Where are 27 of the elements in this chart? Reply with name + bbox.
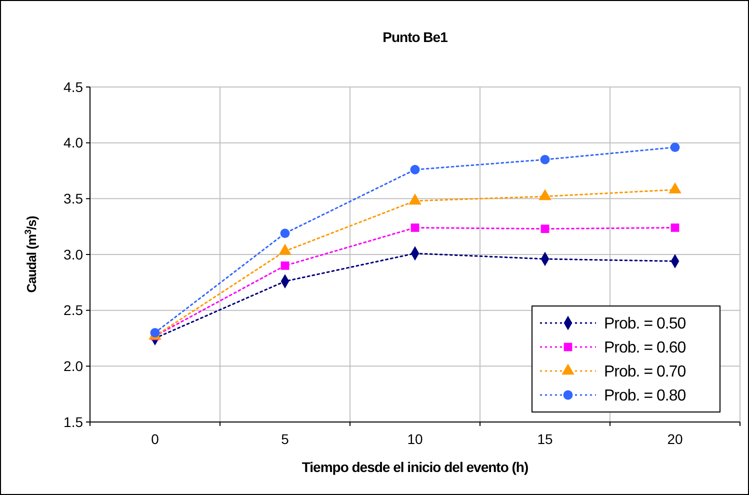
x-axis-title: Tiempo desde el inicio del evento (h)	[302, 459, 528, 475]
y-tick-label: 2.5	[64, 302, 84, 318]
x-tick-label: 20	[667, 431, 683, 447]
y-tick-label: 3.5	[64, 190, 84, 207]
point	[670, 224, 680, 232]
y-tick-label: 1.5	[64, 414, 84, 430]
point	[410, 164, 420, 174]
y-tick-label: 4.5	[64, 78, 84, 95]
point	[280, 228, 290, 238]
point	[150, 328, 160, 338]
point	[670, 142, 680, 152]
x-tick-label: 15	[537, 431, 553, 447]
point	[540, 154, 550, 164]
legend-label: Prob. = 0.80	[604, 388, 686, 405]
x-tick-label: 0	[151, 431, 160, 447]
legend-label: Prob. = 0.50	[604, 316, 686, 333]
legend-label: Prob. = 0.60	[604, 340, 686, 357]
x-tick-label: 5	[281, 431, 290, 447]
y-tick-label: 4.0	[64, 134, 84, 151]
point	[410, 224, 420, 232]
y-tick-label: 2.0	[64, 358, 84, 374]
x-tick-label: 10	[407, 431, 423, 447]
point	[280, 261, 290, 270]
chart-title: Punto Be1	[382, 29, 448, 45]
point	[540, 224, 550, 233]
legend-label: Prob. = 0.70	[604, 364, 686, 381]
y-tick-label: 3.0	[64, 246, 84, 262]
